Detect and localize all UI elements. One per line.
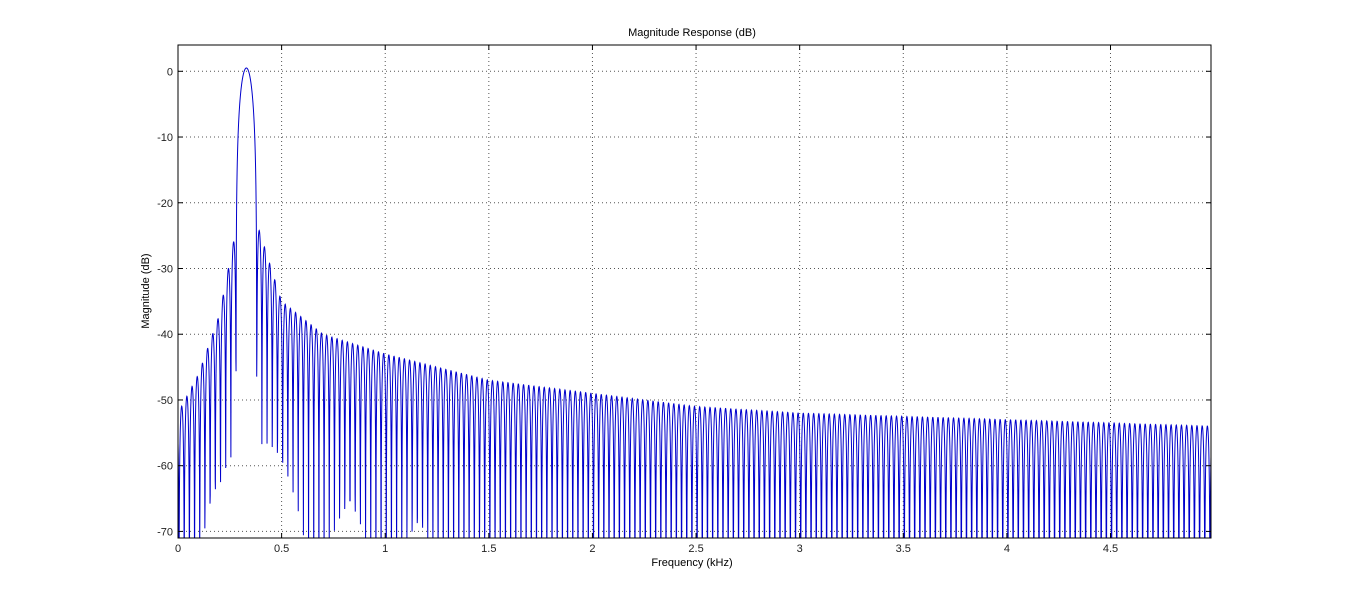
x-tick-label: 2.5 bbox=[688, 543, 703, 555]
series-layer bbox=[178, 67, 1211, 538]
chart-title: Magnitude Response (dB) bbox=[628, 27, 756, 39]
x-tick-label: 2 bbox=[589, 543, 595, 555]
magnitude-series-line bbox=[178, 67, 1211, 538]
y-tick-label: -40 bbox=[157, 329, 173, 341]
x-tick-label: 0.5 bbox=[274, 543, 289, 555]
y-tick-label: -70 bbox=[157, 526, 173, 538]
y-tick-label: -20 bbox=[157, 198, 173, 210]
y-tick-label: -10 bbox=[157, 132, 173, 144]
x-tick-label: 1.5 bbox=[481, 543, 496, 555]
x-tick-label: 1 bbox=[382, 543, 388, 555]
x-tick-label: 0 bbox=[175, 543, 181, 555]
plot-frame bbox=[177, 44, 1212, 539]
y-tick-label: 0 bbox=[167, 66, 173, 78]
plot-area bbox=[177, 44, 1212, 539]
y-tick-label: -60 bbox=[157, 461, 173, 473]
y-tick-label: -30 bbox=[157, 263, 173, 275]
tick-layer: 0 0.5 1 1.5 2 2.5 3 3.5 4 4.5 0 -10 -20 -30 -40 -50 -60 -… bbox=[157, 45, 1211, 555]
x-tick-label: 3.5 bbox=[896, 543, 911, 555]
x-tick-label: 3 bbox=[797, 543, 803, 555]
y-axis-label: Magnitude (dB) bbox=[140, 253, 152, 328]
x-tick-label: 4 bbox=[1004, 543, 1010, 555]
x-tick-label: 4.5 bbox=[1103, 543, 1118, 555]
x-axis-label: Frequency (kHz) bbox=[651, 557, 732, 569]
y-tick-label: -50 bbox=[157, 395, 173, 407]
